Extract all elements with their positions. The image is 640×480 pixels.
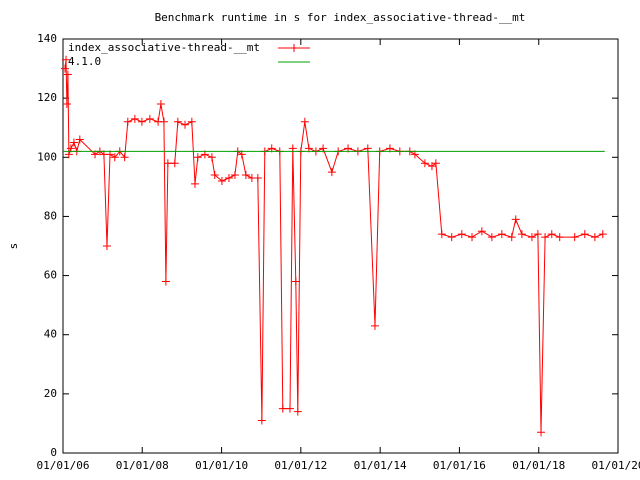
legend-label: index_associative-thread-__mt [68, 41, 260, 54]
data-point [457, 230, 466, 239]
y-tick-label: 80 [44, 209, 57, 222]
data-point [477, 227, 486, 236]
data-point [193, 153, 202, 162]
y-tick-label: 140 [37, 32, 57, 45]
data-point [187, 117, 196, 126]
series-line [64, 59, 603, 433]
data-point [173, 117, 182, 126]
data-point [291, 277, 300, 286]
data-point [230, 171, 239, 180]
data-point [293, 407, 302, 416]
data-point [590, 233, 599, 242]
data-point [241, 171, 250, 180]
data-point [598, 230, 607, 239]
x-tick-label: 01/01/08 [116, 459, 169, 472]
data-point [257, 416, 266, 425]
data-point [62, 55, 71, 64]
data-point [181, 120, 190, 129]
data-point [163, 159, 172, 168]
legend-swatch [290, 44, 298, 52]
data-point [570, 233, 579, 242]
data-point [63, 70, 72, 79]
data-point [533, 230, 542, 239]
data-point [327, 168, 336, 177]
data-point [278, 404, 287, 413]
data-point [487, 233, 496, 242]
x-tick-label: 01/01/12 [274, 459, 327, 472]
data-point [370, 321, 379, 330]
data-point [420, 159, 429, 168]
y-tick-label: 120 [37, 91, 57, 104]
data-point [580, 230, 589, 239]
data-point [507, 233, 516, 242]
data-point [170, 159, 179, 168]
data-point [537, 428, 546, 437]
data-point [159, 117, 168, 126]
y-tick-label: 0 [50, 446, 57, 459]
data-point [156, 100, 165, 109]
data-point [120, 153, 129, 162]
data-point [437, 230, 446, 239]
data-point [207, 153, 216, 162]
x-tick-label: 01/01/16 [433, 459, 486, 472]
data-point [190, 179, 199, 188]
chart-title: Benchmark runtime in s for index_associa… [155, 11, 526, 24]
data-point [62, 100, 71, 109]
data-point [447, 233, 456, 242]
x-tick-label: 01/01/10 [195, 459, 248, 472]
x-tick-label: 01/01/20 [592, 459, 640, 472]
data-point [468, 233, 477, 242]
data-point [555, 233, 564, 242]
y-axis-label: s [7, 243, 20, 250]
legend-label: 4.1.0 [68, 55, 101, 68]
data-point [541, 233, 550, 242]
data-point [497, 230, 506, 239]
y-tick-label: 100 [37, 150, 57, 163]
data-point [123, 117, 132, 126]
data-point [517, 230, 526, 239]
data-point [431, 159, 440, 168]
data-point [137, 117, 146, 126]
data-point [547, 230, 556, 239]
y-tick-label: 60 [44, 269, 57, 282]
data-point [102, 242, 111, 250]
data-point [161, 277, 170, 286]
data-point [253, 173, 262, 182]
data-point [300, 117, 309, 126]
x-tick-label: 01/01/14 [354, 459, 407, 472]
data-point [110, 153, 119, 162]
data-point [217, 176, 226, 185]
data-point [69, 138, 78, 147]
y-tick-label: 40 [44, 328, 57, 341]
data-point [511, 215, 520, 224]
data-point [130, 114, 139, 123]
x-tick-label: 01/01/06 [37, 459, 90, 472]
x-tick-label: 01/01/18 [512, 459, 565, 472]
data-point [527, 233, 536, 242]
data-point [75, 135, 84, 144]
data-point [210, 171, 219, 180]
plot-border [62, 38, 619, 454]
y-tick-label: 20 [44, 387, 57, 400]
data-point [285, 404, 294, 413]
data-point [61, 64, 70, 73]
data-point [224, 173, 233, 182]
data-point [145, 114, 154, 123]
